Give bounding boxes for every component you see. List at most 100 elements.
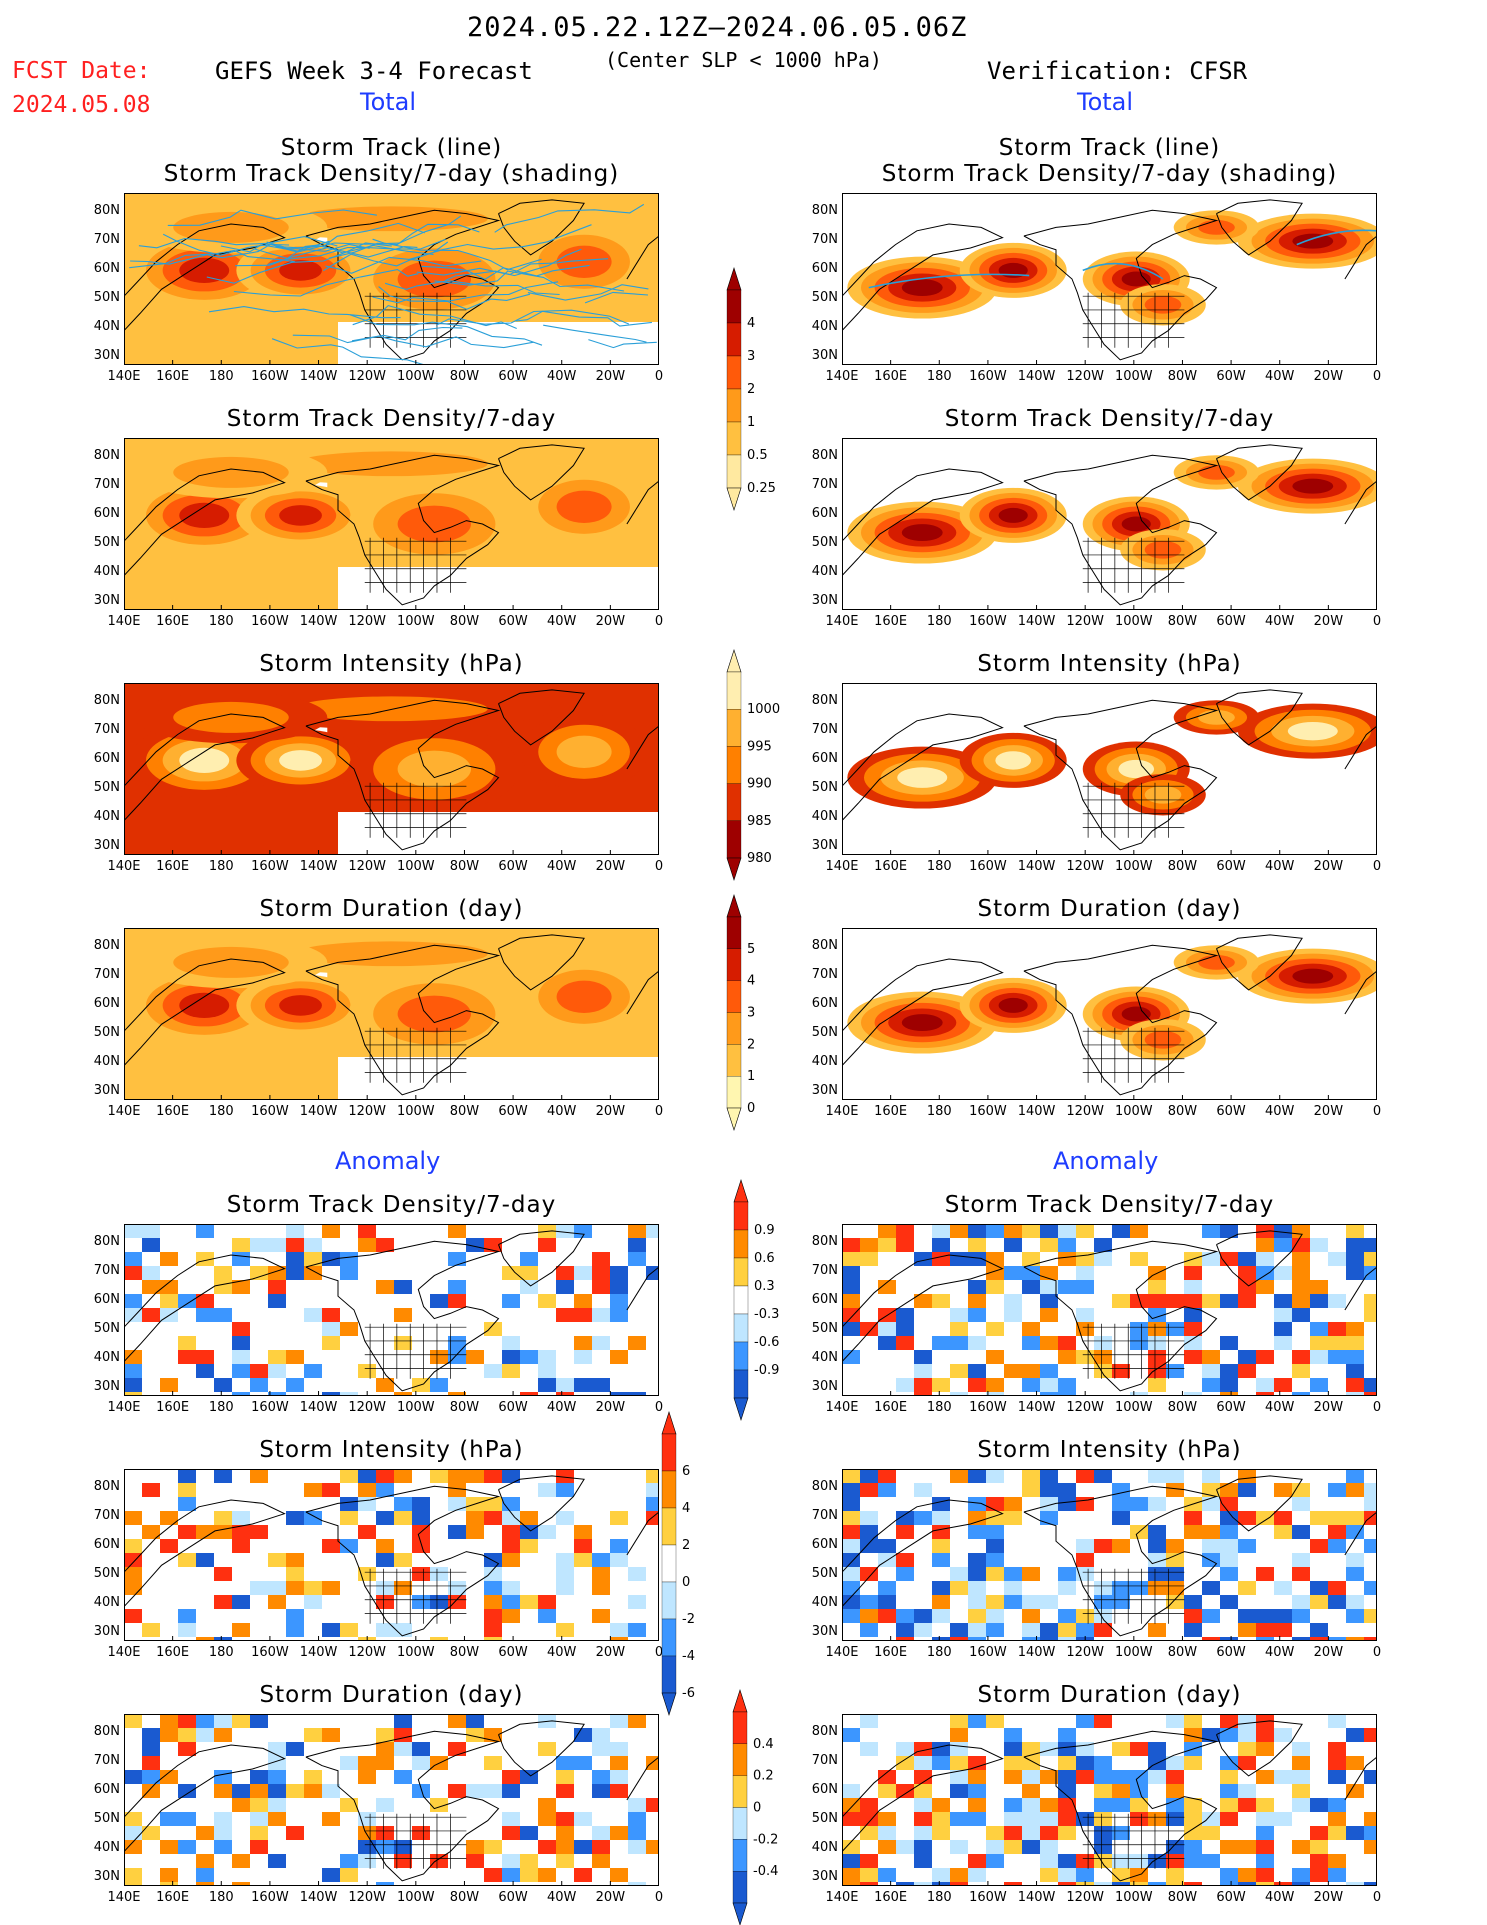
lon-label: 120W — [1066, 369, 1104, 384]
lat-label: 40N — [93, 1054, 120, 1069]
lon-label: 160E — [874, 859, 908, 874]
lon-label: 140E — [107, 1400, 141, 1415]
lon-label: 180 — [926, 1104, 952, 1119]
colorbar-label: -0.6 — [754, 1335, 779, 1350]
slp-subtitle: (Center SLP < 1000 hPa) — [605, 48, 882, 72]
lon-label: 80W — [1167, 859, 1198, 874]
lon-label: 60W — [1216, 1890, 1246, 1905]
date-range-title: 2024.05.22.12Z–2024.06.05.06Z — [467, 12, 968, 43]
colorbar-label: 995 — [747, 739, 772, 754]
lon-label: 60W — [498, 1400, 528, 1415]
lon-label: 160E — [874, 1104, 908, 1119]
lat-label: 50N — [93, 535, 120, 550]
colorbar-label: 4 — [747, 316, 755, 331]
lon-label: 160W — [251, 1104, 289, 1119]
lon-label: 0 — [654, 859, 664, 874]
map-panel-intensity-forecast — [124, 1469, 659, 1641]
map-panel-density-forecast — [124, 1224, 659, 1396]
lat-label: 50N — [93, 1566, 120, 1581]
lon-label: 140W — [299, 1400, 338, 1415]
lon-label: 140W — [1017, 1890, 1056, 1905]
lat-label: 70N — [93, 1263, 120, 1278]
lat-label: 30N — [93, 1379, 120, 1394]
panel-title-intensity: Storm Intensity (hPa) — [259, 1437, 524, 1463]
panel-title-duration: Storm Duration (day) — [977, 1682, 1242, 1708]
lat-label: 70N — [93, 967, 120, 982]
lon-label: 140W — [299, 1104, 338, 1119]
lon-label: 100W — [396, 614, 435, 629]
panel-title-density: Storm Track Density/7-day — [944, 1192, 1275, 1218]
lon-label: 180 — [208, 1104, 234, 1119]
lon-label: 40W — [1265, 369, 1295, 384]
panel-title-track-line: Storm Track (line) — [998, 135, 1221, 161]
lon-label: 0 — [1372, 369, 1382, 384]
lat-label: 30N — [93, 1083, 120, 1098]
lon-label: 120W — [1066, 1645, 1104, 1660]
lon-label: 160E — [156, 1400, 190, 1415]
anomaly-label-left: Anomaly — [335, 1147, 441, 1175]
lat-label: 70N — [93, 722, 120, 737]
fcst-date-label: FCST Date: — [12, 58, 151, 84]
lon-label: 140W — [299, 1645, 338, 1660]
lat-label: 40N — [93, 564, 120, 579]
lon-label: 80W — [1167, 1104, 1198, 1119]
lon-label: 100W — [1114, 1890, 1153, 1905]
map-panel-duration-forecast — [124, 1714, 659, 1886]
colorbar-label: 0.9 — [754, 1223, 775, 1238]
colorbar-label: 0.2 — [753, 1769, 774, 1784]
lon-label: 40W — [1265, 1104, 1295, 1119]
lon-label: 60W — [498, 369, 528, 384]
lon-label: 160W — [251, 1400, 289, 1415]
map-panel-intensity-verification — [842, 1469, 1377, 1641]
lat-label: 40N — [93, 1840, 120, 1855]
lat-label: 70N — [811, 1753, 838, 1768]
lon-label: 20W — [595, 1645, 626, 1660]
lon-label: 160E — [156, 859, 190, 874]
lon-label: 160E — [874, 369, 908, 384]
lon-label: 120W — [1066, 1104, 1104, 1119]
lon-label: 20W — [1313, 1400, 1344, 1415]
panel-title-density: Storm Track Density/7-day — [226, 1192, 557, 1218]
colorbar-label: 985 — [747, 814, 772, 829]
map-panel-track_shading-verification — [842, 193, 1377, 365]
lon-label: 100W — [1114, 369, 1153, 384]
colorbar-intensity: 1000 995 990 985 980 — [726, 649, 780, 881]
lon-label: 60W — [1216, 1400, 1246, 1415]
lat-label: 60N — [811, 261, 838, 276]
lon-label: 140W — [1017, 1645, 1056, 1660]
lon-label: 160W — [251, 614, 289, 629]
lon-label: 140W — [299, 1890, 338, 1905]
lat-label: 80N — [811, 203, 838, 218]
colorbar-label: 4 — [747, 974, 755, 989]
lat-label: 50N — [93, 290, 120, 305]
lat-label: 70N — [811, 967, 838, 982]
lon-label: 160W — [969, 1890, 1007, 1905]
lat-label: 40N — [811, 1054, 838, 1069]
lon-label: 120W — [348, 1104, 386, 1119]
lon-label: 160W — [969, 1104, 1007, 1119]
lon-label: 100W — [1114, 1645, 1153, 1660]
lon-label: 0 — [1372, 1104, 1382, 1119]
lat-label: 30N — [811, 1869, 838, 1884]
lat-label: 80N — [93, 1724, 120, 1739]
lat-label: 60N — [93, 1782, 120, 1797]
colorbar-label: 1000 — [747, 702, 780, 717]
lon-label: 60W — [498, 1104, 528, 1119]
lat-label: 70N — [93, 477, 120, 492]
lon-label: 40W — [547, 1400, 577, 1415]
lon-label: 160W — [969, 1400, 1007, 1415]
anomaly-label-right: Anomaly — [1053, 1147, 1159, 1175]
lat-label: 30N — [811, 593, 838, 608]
lat-label: 80N — [811, 1724, 838, 1739]
lon-label: 80W — [1167, 614, 1198, 629]
lon-label: 60W — [498, 1645, 528, 1660]
lat-label: 80N — [811, 938, 838, 953]
panel-title-density: Storm Track Density/7-day — [944, 406, 1275, 432]
lon-label: 40W — [547, 1645, 577, 1660]
lon-label: 0 — [1372, 614, 1382, 629]
lat-label: 60N — [811, 1292, 838, 1307]
lon-label: 0 — [654, 1104, 664, 1119]
lon-label: 20W — [1313, 859, 1344, 874]
lon-label: 160W — [251, 369, 289, 384]
lon-label: 160W — [969, 859, 1007, 874]
